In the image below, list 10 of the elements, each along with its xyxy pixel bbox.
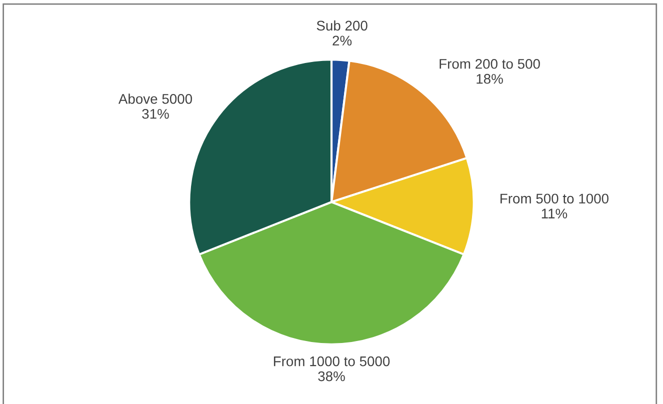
data-label: 2% [332, 36, 352, 46]
data-label: 11% [542, 208, 568, 218]
slice-label: Above 5000 [118, 94, 192, 104]
data-label: 18% [476, 74, 503, 84]
slice-label: Sub 200 [316, 20, 368, 31]
data-label: 31% [142, 108, 169, 119]
slice-label: From 200 to 500 [440, 58, 540, 69]
slice-label: From 500 to 1000 [500, 194, 608, 204]
data-label: 38% [318, 371, 345, 382]
slice-label: From 1000 to 5000 [274, 356, 390, 366]
